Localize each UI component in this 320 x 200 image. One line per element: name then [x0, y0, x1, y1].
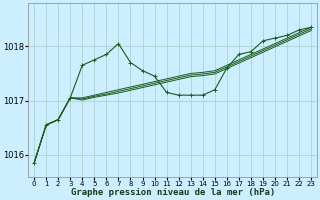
X-axis label: Graphe pression niveau de la mer (hPa): Graphe pression niveau de la mer (hPa) [70, 188, 275, 197]
